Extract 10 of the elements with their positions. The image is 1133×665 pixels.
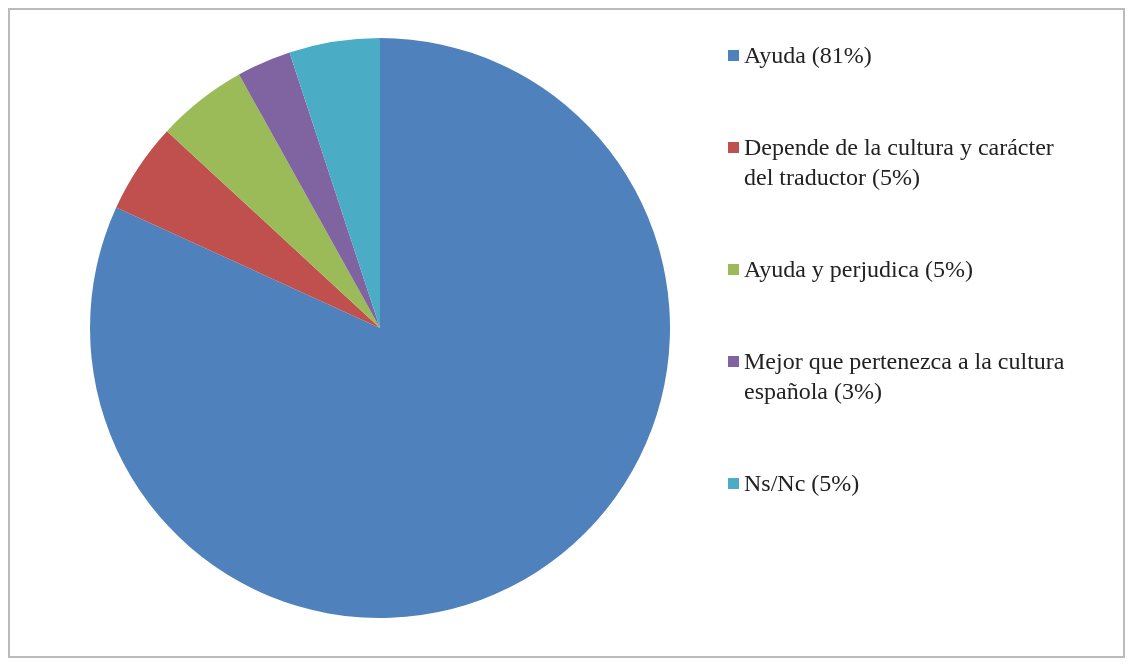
pie-slice (239, 52, 380, 328)
pie-slice (116, 131, 380, 328)
pie-slice (289, 38, 380, 328)
legend-label: Ns/Nc (5%) (744, 470, 860, 496)
legend-label: Ayuda y perjudica (5%) (744, 256, 974, 282)
legend-label: Mejor que pertenezca a la cultura española (3%) (744, 348, 1065, 404)
legend-label: Depende de la cultura y carácter del traductor (5%) (744, 134, 1054, 190)
pie-slice (166, 74, 380, 328)
legend-label: Ayuda (81%) (744, 42, 872, 68)
pie-slice (90, 38, 670, 618)
